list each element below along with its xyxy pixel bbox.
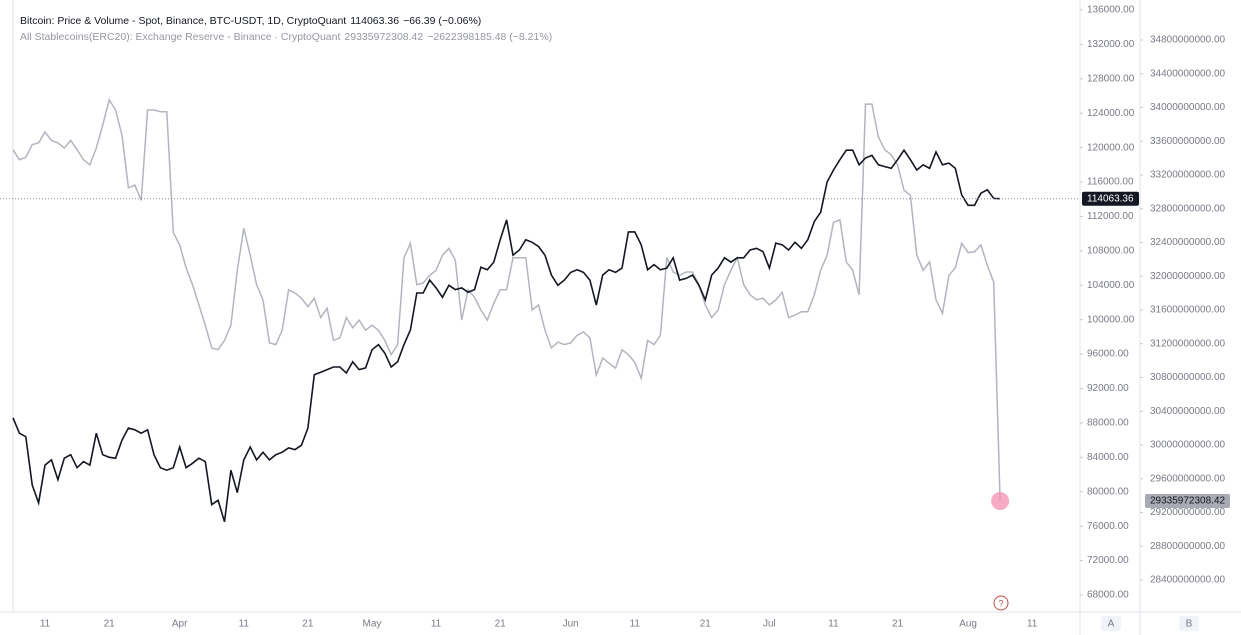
x-tick-label: May [363,619,382,630]
x-tick-label: 11 [431,619,442,630]
series-name: Bitcoin: Price & Volume - Spot, Binance,… [20,15,347,27]
y-tick-label: 72000.00 [1087,555,1129,566]
y-tick-label: 124000.00 [1087,108,1135,119]
y2-tick-label: 30400000000.00 [1150,406,1226,417]
help-label: ? [998,598,1003,608]
pane-box [1101,616,1121,631]
y2-tick-label: 30800000000.00 [1150,372,1226,383]
y-tick-label: 116000.00 [1087,177,1134,188]
pane-label: A [1108,619,1115,630]
price-badge [1082,191,1139,206]
x-tick-label: 11 [239,619,250,630]
y2-tick-label: 32800000000.00 [1150,203,1226,214]
reserve-badge [1145,494,1230,509]
y-tick-label: 100000.00 [1087,314,1135,325]
y2-tick-label: 29200000000.00 [1150,507,1226,518]
y-tick-label: 80000.00 [1087,486,1129,497]
legend: Bitcoin: Price & Volume - Spot, Binance,… [20,13,552,45]
x-tick-label: 11 [828,619,839,630]
y2-tick-label: 28400000000.00 [1150,575,1226,586]
reserve-badge-label: 29335972308.42 [1150,496,1226,507]
price-badge-label: 114063.36 [1087,193,1134,204]
y-tick-label: 84000.00 [1087,452,1129,463]
x-tick-label: 11 [1027,619,1038,630]
x-tick-label: Apr [172,619,188,630]
y2-tick-label: 31600000000.00 [1150,305,1226,316]
y-tick-label: 76000.00 [1087,521,1129,532]
y-tick-label: 68000.00 [1087,590,1129,601]
y2-tick-label: 29600000000.00 [1150,473,1226,484]
y2-tick-label: 30000000000.00 [1150,440,1226,451]
last-value: 114063.36 [350,15,400,27]
y2-tick-label: 34000000000.00 [1150,102,1226,113]
y2-tick-label: 33600000000.00 [1150,136,1226,147]
y2-tick-label: 34800000000.00 [1150,35,1226,46]
y2-tick-label: 32400000000.00 [1150,237,1226,248]
change: −66.39 (−0.06%) [403,15,482,27]
x-tick-label: 21 [495,619,507,630]
x-tick-label: 21 [892,619,904,630]
pane-label: B [1186,619,1193,630]
y-tick-label: 112000.00 [1087,211,1134,222]
y-tick-label: 136000.00 [1087,5,1135,16]
series-line [12,148,1001,523]
x-tick-label: 21 [302,619,314,630]
help-icon[interactable] [993,595,1009,611]
y2-tick-label: 28800000000.00 [1150,541,1226,552]
x-tick-label: Aug [959,619,977,630]
x-tick-label: 11 [40,619,51,630]
y2-tick-label: 33200000000.00 [1150,170,1226,181]
y-tick-label: 108000.00 [1087,246,1135,257]
y-tick-label: 104000.00 [1087,280,1135,291]
legend-row: All Stablecoins(ERC20): Exchange Reserve… [20,29,552,45]
series-line [12,98,1001,502]
series-name: All Stablecoins(ERC20): Exchange Reserve… [20,31,341,43]
legend-row: Bitcoin: Price & Volume - Spot, Binance,… [20,13,552,29]
y-tick-label: 120000.00 [1087,142,1135,153]
pane-box [1179,616,1199,631]
x-tick-label: 21 [700,619,712,630]
change: −2622398185.48 (−8.21%) [427,31,553,43]
y-tick-label: 128000.00 [1087,73,1135,84]
y-tick-label: 96000.00 [1087,349,1129,360]
y-tick-label: 88000.00 [1087,418,1129,429]
y-tick-label: 92000.00 [1087,383,1129,394]
y2-tick-label: 34400000000.00 [1150,68,1226,79]
last-point [991,492,1010,511]
x-tick-label: 11 [630,619,641,630]
last-value: 29335972308.42 [344,31,424,43]
y-tick-label: 132000.00 [1087,39,1135,50]
x-tick-label: 21 [104,619,116,630]
y2-tick-label: 32000000000.00 [1150,271,1226,282]
y2-tick-label: 31200000000.00 [1150,338,1226,349]
x-tick-label: Jul [763,619,776,630]
x-tick-label: Jun [563,619,579,630]
